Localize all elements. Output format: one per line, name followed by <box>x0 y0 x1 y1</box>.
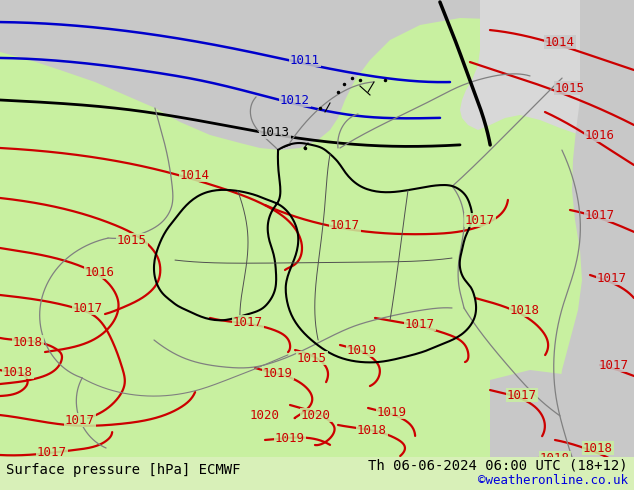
Text: 1018: 1018 <box>540 451 570 465</box>
Text: 1016: 1016 <box>585 128 615 142</box>
Text: 1017: 1017 <box>73 301 103 315</box>
Text: Surface pressure [hPa] ECMWF: Surface pressure [hPa] ECMWF <box>6 463 240 477</box>
Text: 1017: 1017 <box>65 414 95 426</box>
Text: 1017: 1017 <box>599 359 629 371</box>
Text: 1018: 1018 <box>3 366 33 378</box>
Bar <box>0 457 634 490</box>
Text: 1018: 1018 <box>357 423 387 437</box>
Text: 1019: 1019 <box>347 343 377 357</box>
Text: 1014: 1014 <box>180 169 210 181</box>
Text: 1019: 1019 <box>275 432 305 444</box>
Text: 1018: 1018 <box>583 441 613 455</box>
Text: 1017: 1017 <box>405 318 435 330</box>
Text: 1020: 1020 <box>250 409 280 421</box>
Text: 1017: 1017 <box>233 316 263 328</box>
Text: 1017: 1017 <box>597 271 627 285</box>
Text: 1018: 1018 <box>510 303 540 317</box>
Text: 1012: 1012 <box>280 94 310 106</box>
Polygon shape <box>490 370 634 490</box>
Text: Th 06-06-2024 06:00 UTC (18+12): Th 06-06-2024 06:00 UTC (18+12) <box>368 458 628 472</box>
Text: 1016: 1016 <box>85 266 115 278</box>
Polygon shape <box>555 0 634 490</box>
Text: 1015: 1015 <box>555 81 585 95</box>
Text: 1011: 1011 <box>290 53 320 67</box>
Polygon shape <box>0 0 634 150</box>
Text: 1019: 1019 <box>377 406 407 418</box>
Text: 1019: 1019 <box>263 367 293 379</box>
Text: 1015: 1015 <box>297 351 327 365</box>
Text: 1017: 1017 <box>585 209 615 221</box>
Text: 1017: 1017 <box>330 219 360 231</box>
Text: ©weatheronline.co.uk: ©weatheronline.co.uk <box>478 473 628 487</box>
Text: 1015: 1015 <box>117 234 147 246</box>
Text: 1017: 1017 <box>465 214 495 226</box>
Text: 1017: 1017 <box>507 389 537 401</box>
Text: 1013: 1013 <box>260 125 290 139</box>
Text: 1018: 1018 <box>13 336 43 348</box>
Text: 1020: 1020 <box>301 409 331 421</box>
Polygon shape <box>460 0 634 138</box>
Text: 1014: 1014 <box>545 35 575 49</box>
Text: 1017: 1017 <box>37 445 67 459</box>
